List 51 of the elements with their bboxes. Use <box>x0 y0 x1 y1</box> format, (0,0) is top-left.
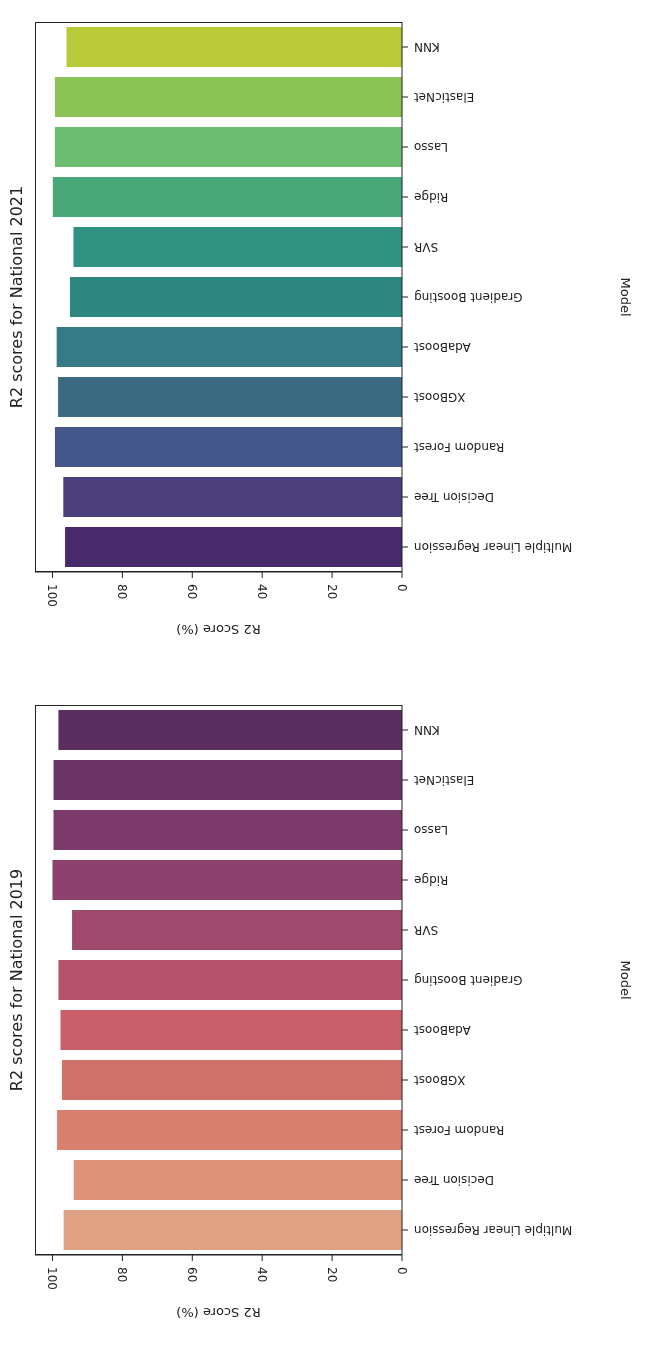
y-tick-label: SVR <box>414 240 439 254</box>
x-tick-label: 20 <box>325 584 340 600</box>
x-tick-label: 40 <box>255 584 270 600</box>
y-tick-label: XGBoost <box>413 1073 466 1087</box>
x-tick-label: 100 <box>45 584 60 607</box>
x-tick-label: 0 <box>395 1267 409 1275</box>
y-tick-label: Ridge <box>414 873 449 887</box>
bar <box>58 710 402 750</box>
x-tick-label: 80 <box>115 1267 130 1283</box>
y-tick-label: Multiple Linear Regression <box>414 1223 573 1237</box>
bar <box>60 1010 402 1050</box>
y-tick-label: SVR <box>414 923 439 937</box>
y-tick-label: Multiple Linear Regression <box>414 540 573 554</box>
y-tick-label: Decision Tree <box>414 1173 494 1187</box>
y-tick-label: KNN <box>414 40 440 54</box>
bar <box>63 1210 402 1250</box>
y-tick-label: ElasticNet <box>413 90 475 104</box>
text: R2 scores for National 2021 <box>7 184 27 411</box>
bar <box>58 960 402 1000</box>
y-tick-label: Gradient Boosting <box>414 973 523 987</box>
x-tick-label: 80 <box>115 584 130 600</box>
bar <box>57 1110 402 1150</box>
y-tick-label: KNN <box>414 723 440 737</box>
bar <box>53 810 402 850</box>
bar <box>53 760 402 800</box>
y-tick-label: Random Forest <box>413 440 505 454</box>
y-tick-label: XGBoost <box>413 390 466 404</box>
x-axis-title: R2 Score (%) <box>175 1305 262 1320</box>
bar <box>72 910 402 950</box>
x-axis-title: R2 Score (%) <box>175 622 262 637</box>
bar <box>52 860 402 900</box>
x-tick-label: 40 <box>255 1267 270 1283</box>
bar <box>61 1060 402 1100</box>
x-tick-label: 20 <box>325 1267 340 1283</box>
y-axis-title: Model <box>617 959 633 1002</box>
y-tick-label: Lasso <box>414 823 448 837</box>
text: R2 scores for National 2019 <box>7 867 27 1094</box>
y-tick-label: AdaBoost <box>413 1023 471 1037</box>
x-tick-label: 0 <box>395 584 409 592</box>
x-tick-label: 60 <box>185 1267 200 1283</box>
y-tick-label: Ridge <box>414 190 449 204</box>
y-tick-label: Lasso <box>414 140 448 154</box>
y-tick-label: Random Forest <box>413 1123 505 1137</box>
y-tick-label: AdaBoost <box>413 340 471 354</box>
y-tick-label: Gradient Boosting <box>414 290 523 304</box>
x-tick-label: 100 <box>45 1267 60 1290</box>
y-tick-label: ElasticNet <box>413 773 475 787</box>
y-tick-label: Decision Tree <box>414 490 494 504</box>
x-tick-label: 60 <box>185 584 200 600</box>
bar <box>73 1160 402 1200</box>
y-axis-title: Model <box>617 276 633 319</box>
